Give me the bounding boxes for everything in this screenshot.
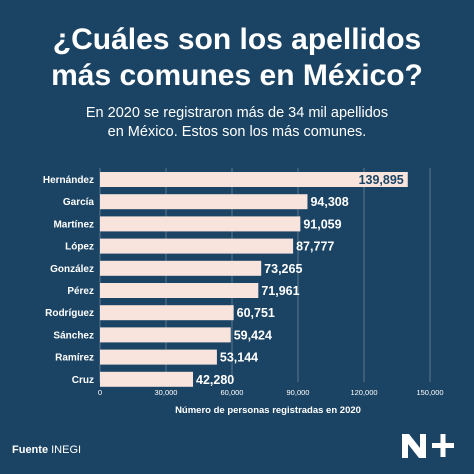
source-label: Fuente [12,444,49,456]
value-label: 87,777 [296,240,334,254]
x-tick-label: 60,000 [221,388,244,397]
bar [100,327,231,343]
value-label: 94,308 [310,195,348,209]
title-line-1: ¿Cuáles son los apellidos [52,23,422,56]
category-label: Martínez [53,219,94,230]
category-label: López [65,242,94,253]
category-label: Ramírez [55,353,94,364]
bar [100,283,259,298]
category-label: González [50,264,94,275]
x-tick-label: 0 [98,388,102,397]
bar [100,305,234,321]
x-tick-label: 150,000 [416,388,443,397]
chart-title: ¿Cuáles son los apellidos más comunes en… [0,22,474,94]
bar [100,172,408,187]
bar [100,238,294,254]
value-label: 60,751 [237,306,275,320]
category-label: Rodríguez [45,308,94,319]
bar [100,349,217,365]
bar [100,194,308,210]
value-label: 42,280 [196,373,234,387]
source-note: Fuente INEGI [12,444,81,456]
x-axis-title: Número de personas registradas en 2020 [175,405,361,416]
category-label: Cruz [72,375,94,386]
value-label: 53,144 [220,351,258,365]
category-label: Pérez [67,286,94,297]
value-label: 91,059 [303,217,341,231]
value-label: 59,424 [234,328,272,342]
x-tick-label: 90,000 [287,388,310,397]
brand-logo-icon [402,434,454,458]
value-label: 71,961 [261,284,299,298]
x-tick-label: 30,000 [155,388,178,397]
x-tick-label: 120,000 [350,388,377,397]
subtitle-line-1: En 2020 se registraron más de 34 mil ape… [85,105,389,121]
bar [100,216,301,232]
category-label: Hernández [43,175,94,186]
source-value: INEGI [51,444,82,456]
category-label: Sánchez [53,330,94,341]
value-label: 139,895 [359,173,404,187]
chart-subtitle: En 2020 se registraron más de 34 mil ape… [0,104,474,142]
bar [100,371,194,387]
category-label: García [63,197,95,208]
title-line-2: más comunes en México? [51,59,423,92]
value-label: 73,265 [264,262,302,276]
bar [100,260,262,276]
subtitle-line-2: en México. Estos son los más comunes. [107,124,367,140]
